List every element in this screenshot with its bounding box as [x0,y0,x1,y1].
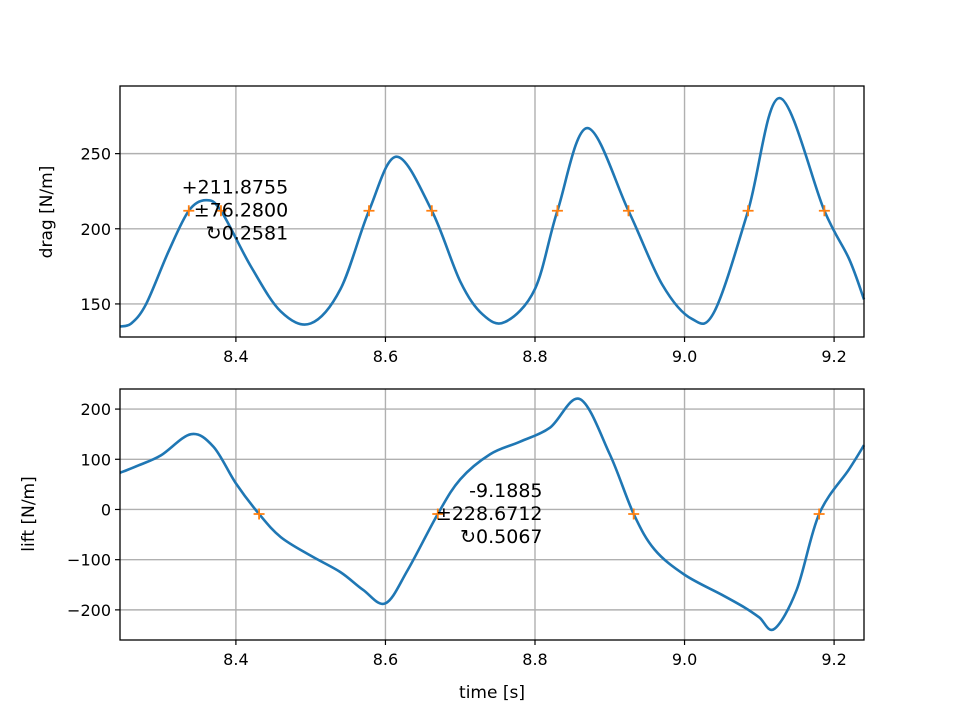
lift-x-tick-label: 9.0 [672,650,697,669]
lift-crossing-marker [253,508,265,520]
drag-crossing-marker [215,205,227,217]
drag-y-tick-label: 200 [80,220,111,239]
lift-plot-frame [119,388,865,641]
lift-mean-annotation: -9.1885 [469,480,542,502]
lift-y-tick-label: 200 [80,400,111,419]
lift-plot: 8.4 8.6 8.8 9.0 9.2 200 100 0 −100 −200 lift [N/m… [19,388,866,703]
drag-crossing-marker [818,205,830,217]
drag-amplitude-annotation: ±76.2800 [194,200,289,222]
lift-y-tick-label: −100 [67,551,111,570]
drag-crossing-marker [551,205,563,217]
drag-crossing-marker [363,205,375,217]
lift-x-tick-label: 8.4 [223,650,248,669]
drag-x-tick-label: 8.8 [522,347,547,366]
drag-y-tick-label: 250 [80,145,111,164]
drag-x-tick-label: 8.6 [373,347,398,366]
drag-x-tick-label: 9.2 [821,347,846,366]
lift-x-tick-label: 9.2 [821,650,846,669]
drag-series-line [119,96,866,328]
lift-y-tick-label: −200 [67,601,111,620]
drag-crossing-marker [742,205,754,217]
lift-x-tick-label: 8.6 [373,650,398,669]
drag-x-tick-label: 8.4 [223,347,248,366]
drag-period-annotation: ↻0.2581 [206,223,288,245]
lift-y-axis-label: lift [N/m] [19,476,39,551]
drag-crossing-marker [426,205,438,217]
drag-y-tick-label: 150 [80,295,111,314]
lift-amplitude-annotation: ±228.6712 [436,503,543,525]
lift-period-annotation: ↻0.5067 [460,526,542,548]
lift-crossing-marker [813,508,825,520]
drag-crossing-marker [622,205,634,217]
drag-plot-frame [119,85,865,338]
lift-y-tick-label: 100 [80,450,111,469]
lift-series-line [119,397,866,632]
drag-plot: 8.4 8.6 8.8 9.0 9.2 150 200 250 drag [N/m] +211… [37,85,866,366]
lift-y-tick-label: 0 [101,500,111,519]
drag-crossing-marker [183,205,195,217]
x-axis-label: time [s] [459,683,525,703]
lift-crossing-marker [432,508,444,520]
lift-crossing-marker [628,508,640,520]
drag-mean-annotation: +211.8755 [182,177,289,199]
drag-y-axis-label: drag [N/m] [37,166,57,259]
drag-x-tick-label: 9.0 [672,347,697,366]
lift-x-tick-label: 8.8 [522,650,547,669]
